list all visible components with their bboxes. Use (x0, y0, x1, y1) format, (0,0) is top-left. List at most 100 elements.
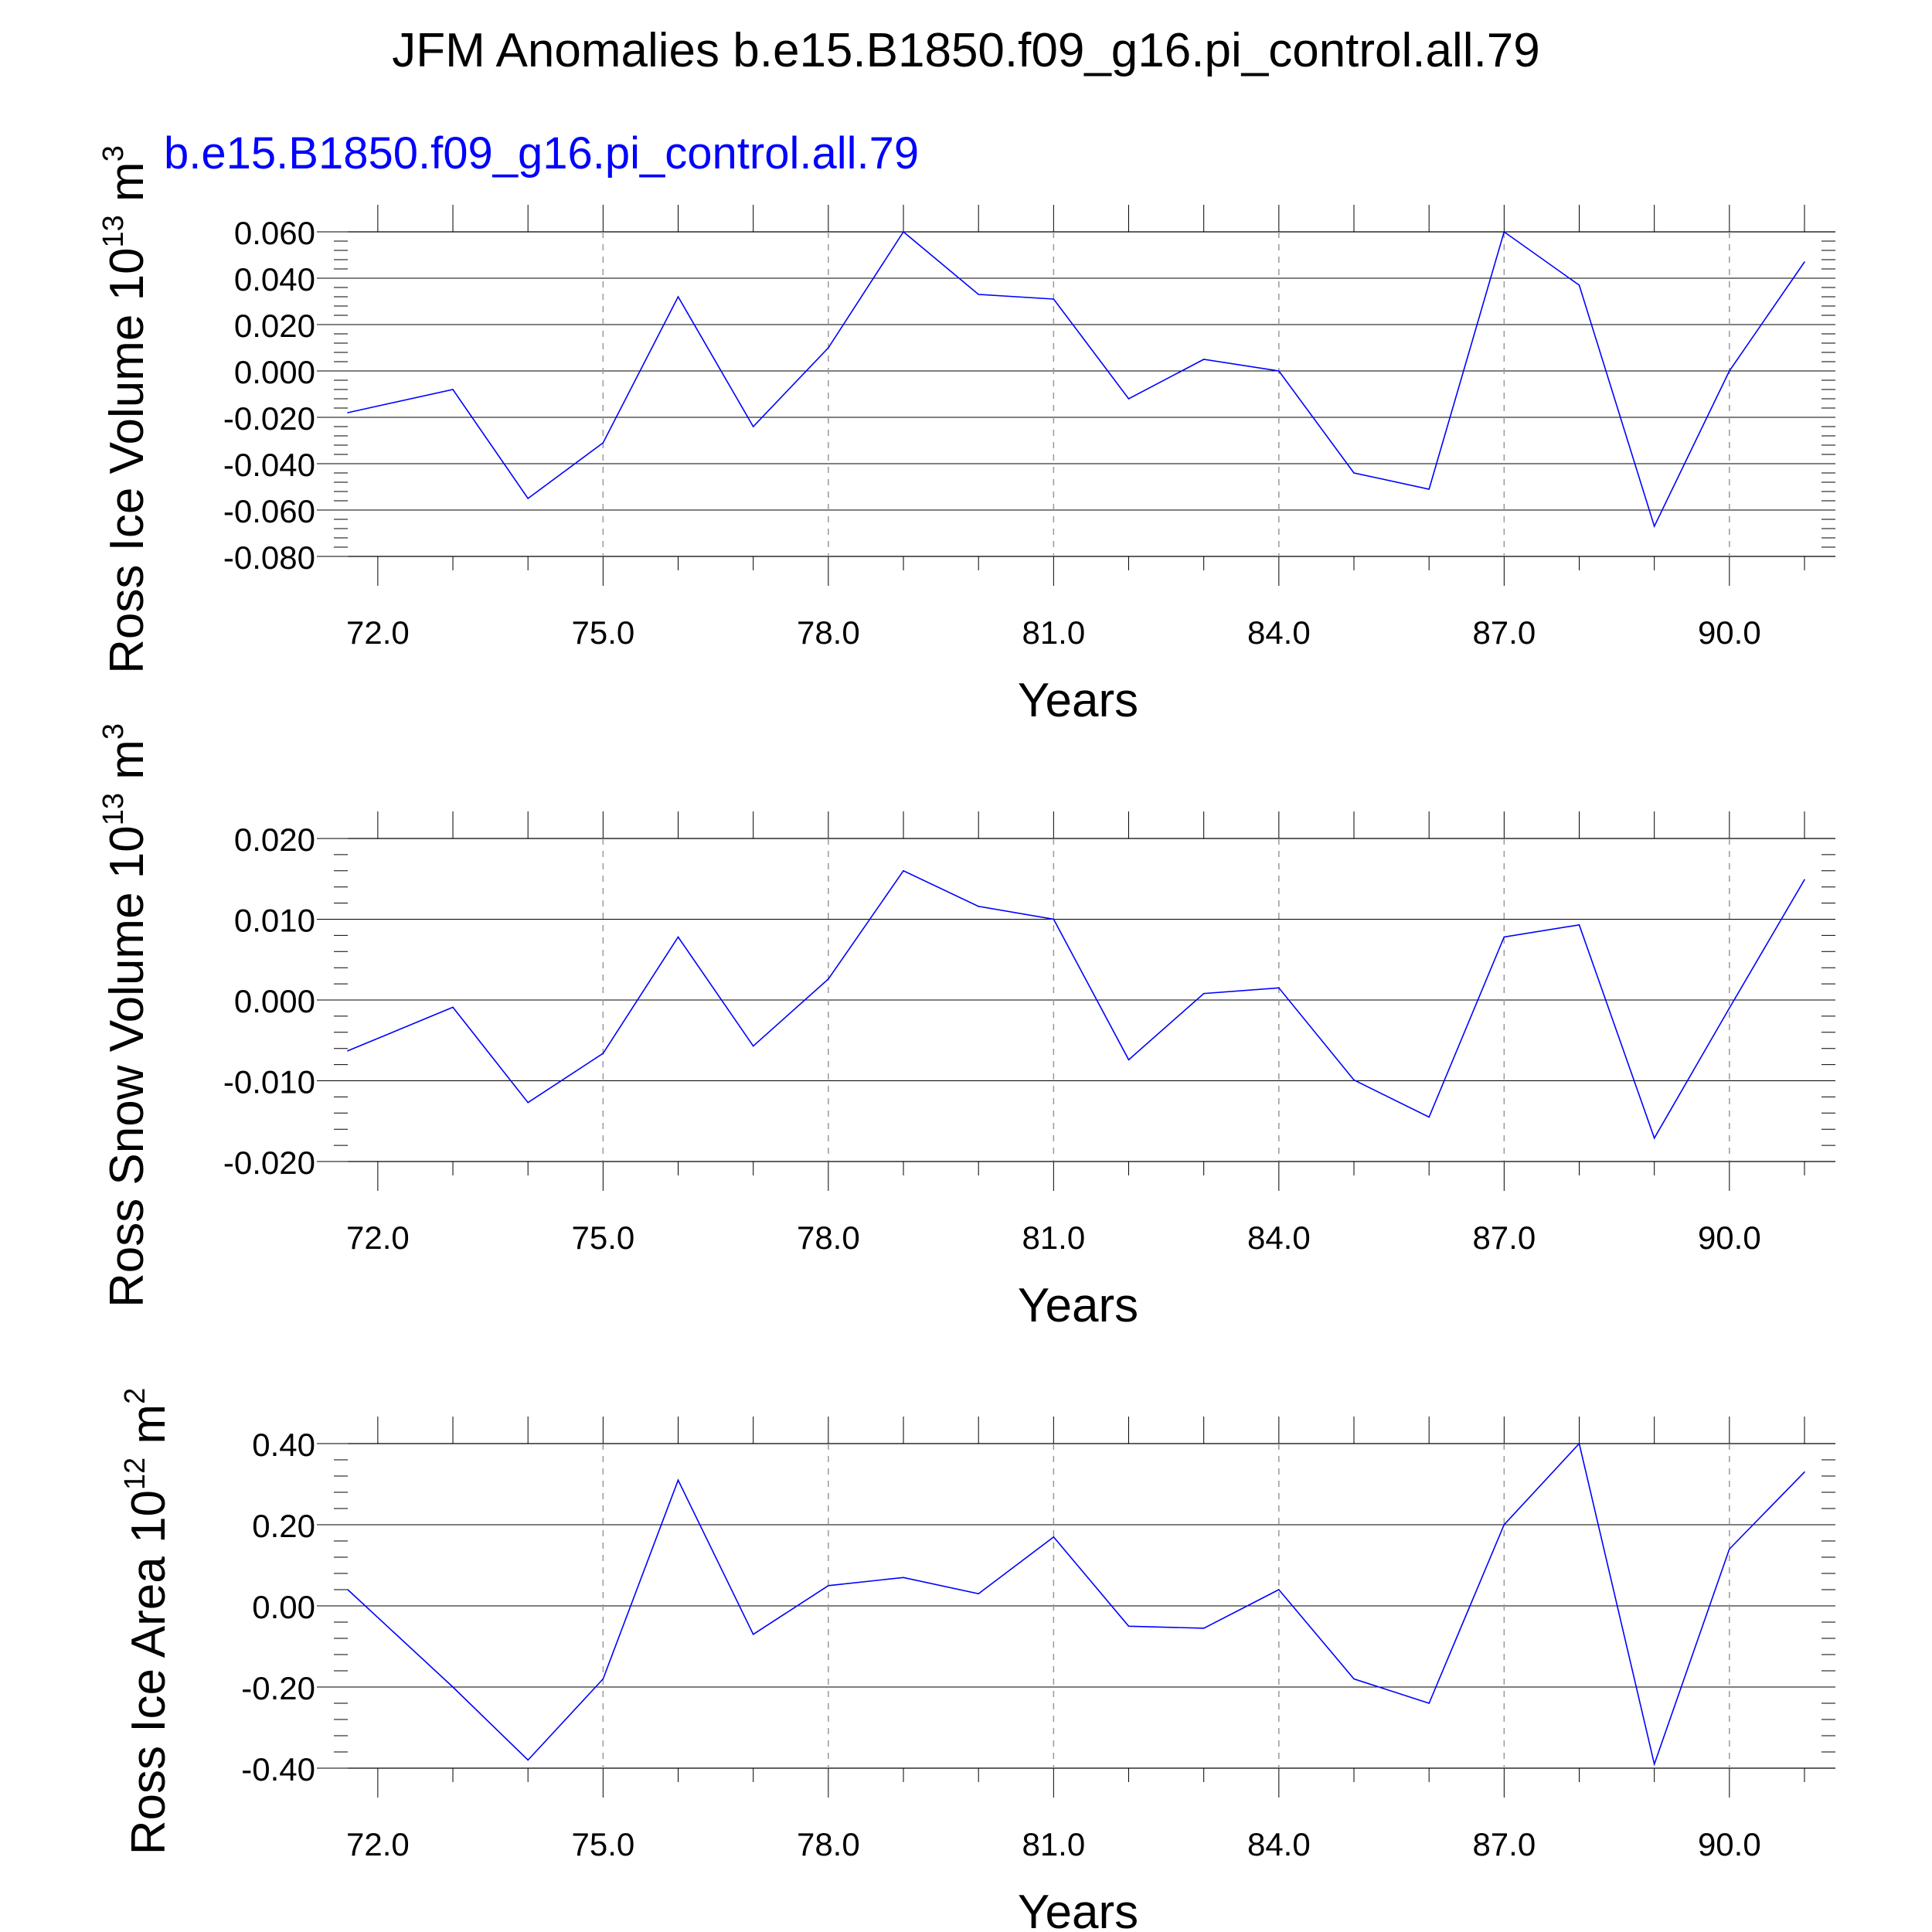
data-point (1578, 1443, 1580, 1444)
panel-2: 0.020 0.010 0.000 -0.010 -0.020 72.0 75.0 78.0 8… (97, 723, 1835, 1332)
data-point (978, 905, 979, 907)
data-point (828, 347, 829, 349)
data-point (347, 1050, 349, 1052)
data-point (527, 498, 529, 499)
y-tick-label: -0.010 (223, 1064, 315, 1100)
y-tick-label: 0.20 (252, 1508, 315, 1544)
x-tick-label: 81.0 (1022, 1219, 1085, 1256)
data-point (677, 1479, 679, 1481)
data-point (602, 442, 604, 444)
y-tick-label: 0.010 (234, 903, 315, 939)
x-tick-label: 81.0 (1022, 1826, 1085, 1862)
x-tick-label: 72.0 (346, 1219, 410, 1256)
data-point (1578, 924, 1580, 926)
data-point (452, 1006, 454, 1009)
data-point (1428, 488, 1430, 490)
y-tick-label: -0.020 (223, 400, 315, 437)
data-point (1428, 1702, 1430, 1704)
data-point (1503, 231, 1505, 233)
data-point (1729, 1007, 1730, 1009)
data-point (347, 1589, 349, 1590)
panel-1: 0.060 0.040 0.020 0.000 -0.020 -0.040 -0.060 -0… (97, 128, 1835, 727)
x-tick-label: 90.0 (1698, 614, 1761, 651)
data-point (1804, 1471, 1805, 1473)
x-tick-label: 87.0 (1472, 1219, 1536, 1256)
data-point (1729, 1548, 1730, 1550)
data-point (828, 978, 829, 980)
data-point (1353, 1079, 1355, 1081)
data-point (1653, 526, 1655, 527)
y-tick-label: 0.40 (252, 1427, 315, 1463)
data-point (527, 1759, 529, 1761)
data-point (1278, 1589, 1280, 1590)
x-tick-label: 75.0 (571, 614, 634, 651)
x-tick-label: 78.0 (797, 1219, 860, 1256)
y-tick-label: -0.020 (223, 1145, 315, 1181)
data-point (1278, 987, 1280, 989)
data-point (1729, 370, 1730, 372)
y-tick-label: -0.080 (223, 539, 315, 576)
y-tick-label: -0.040 (223, 447, 315, 483)
y-tick-label: 0.000 (234, 354, 315, 390)
data-point (978, 294, 979, 295)
chart-title: JFM Anomalies b.e15.B1850.f09_g16.pi_con… (392, 24, 1540, 77)
x-axis-label: Years (1018, 1279, 1138, 1332)
data-point (903, 870, 904, 872)
data-point (452, 1686, 454, 1688)
x-axis-label: Years (1018, 674, 1138, 727)
data-point (1278, 370, 1280, 372)
data-point (1053, 918, 1055, 920)
x-tick-label: 75.0 (571, 1219, 634, 1256)
data-point (1202, 359, 1205, 360)
y-axis-label: Ross Ice Volume 1013 m3 (97, 145, 154, 674)
data-point (1804, 879, 1805, 881)
y-axis-label: Ross Snow Volume 1013 m3 (97, 723, 154, 1308)
data-point (1428, 1116, 1430, 1118)
y-tick-label: -0.40 (241, 1751, 315, 1787)
data-point (1128, 398, 1130, 400)
data-point (1202, 992, 1205, 995)
data-point (602, 1053, 604, 1054)
x-tick-label: 72.0 (346, 1826, 410, 1862)
x-tick-label: 90.0 (1698, 1219, 1761, 1256)
x-tick-label: 87.0 (1472, 1826, 1536, 1862)
x-tick-label: 78.0 (797, 614, 860, 651)
x-tick-label: 75.0 (571, 1826, 634, 1862)
data-point (1503, 1524, 1505, 1526)
data-point (1503, 936, 1505, 938)
data-point (677, 296, 679, 298)
data-point (752, 426, 754, 427)
y-tick-label: 0.00 (252, 1589, 315, 1625)
data-point (1128, 1059, 1130, 1061)
data-point (1578, 284, 1580, 286)
data-point (452, 389, 454, 390)
x-tick-label: 90.0 (1698, 1826, 1761, 1862)
y-tick-label: 0.000 (234, 983, 315, 1019)
data-point (752, 1633, 754, 1635)
data-point (752, 1045, 754, 1047)
data-point (1353, 472, 1355, 474)
data-point (1053, 298, 1055, 300)
data-point (677, 936, 679, 938)
data-point (828, 1584, 829, 1587)
y-tick-label: 0.020 (234, 308, 315, 344)
data-point (527, 1101, 529, 1104)
data-point (1653, 1763, 1655, 1765)
x-tick-label: 84.0 (1247, 1826, 1311, 1862)
panel-3: 0.40 0.20 0.00 -0.20 -0.40 72.0 75.0 78.0 81.0 84… (119, 1388, 1835, 1932)
x-tick-label: 81.0 (1022, 614, 1085, 651)
y-tick-label: -0.20 (241, 1670, 315, 1706)
series-label: b.e15.B1850.f09_g16.pi_control.all.79 (164, 128, 919, 179)
x-axis-label: Years (1018, 1886, 1138, 1932)
data-point (1053, 1536, 1055, 1538)
panels-group: 0.060 0.040 0.020 0.000 -0.020 -0.040 -0.060 -0… (97, 128, 1835, 1932)
data-point (1653, 1137, 1655, 1139)
data-point (978, 1593, 979, 1595)
x-tick-label: 84.0 (1247, 1219, 1311, 1256)
y-axis-label: Ross Ice Area 1012 m2 (119, 1388, 175, 1855)
y-tick-label: 0.020 (234, 821, 315, 858)
series-line (347, 1442, 1805, 1767)
y-tick-label: 0.060 (234, 215, 315, 251)
series-line (347, 230, 1805, 529)
